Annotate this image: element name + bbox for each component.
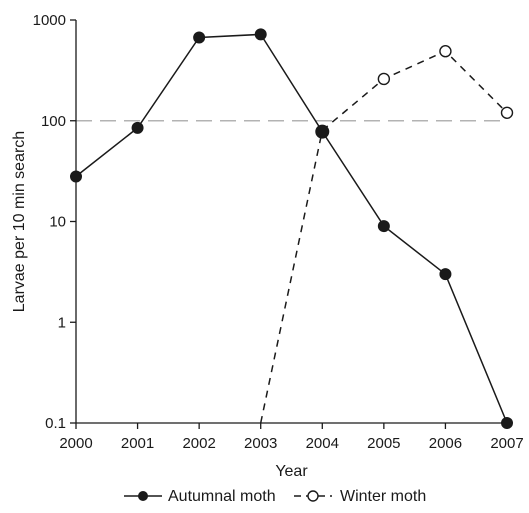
y-tick-label: 1 (58, 314, 66, 331)
data-point (377, 220, 390, 233)
data-point (439, 45, 452, 58)
legend-label: Winter moth (340, 488, 426, 505)
data-point (254, 28, 267, 41)
x-tick-label: 2005 (367, 435, 400, 452)
data-point (500, 106, 514, 119)
y-axis-title: Larvae per 10 min search (11, 131, 28, 312)
data-point (439, 268, 452, 281)
data-point (70, 170, 82, 183)
x-tick-label: 2007 (490, 435, 523, 452)
series-line-2 (259, 50, 508, 424)
data-point (131, 121, 144, 134)
x-tick-label: 2003 (244, 435, 277, 452)
x-tick-label: 2001 (121, 435, 154, 452)
y-axis: 0.1 1 10 100 1000 (33, 12, 77, 432)
x-tick-label: 2006 (429, 435, 462, 452)
x-tick-label: 2000 (59, 435, 92, 452)
x-tick-label: 2004 (306, 435, 339, 452)
series-points (70, 28, 514, 429)
legend-swatch-marker (138, 491, 148, 501)
y-tick-label: 0.1 (45, 415, 66, 432)
legend-label: Autumnal moth (168, 488, 276, 505)
x-tick-label: 2002 (182, 435, 215, 452)
legend-swatch-marker (307, 490, 319, 502)
series-line-1 (75, 33, 508, 424)
series-lines (75, 33, 508, 424)
x-axis-title: Year (275, 463, 308, 480)
y-tick-label: 100 (41, 113, 66, 130)
data-point (377, 72, 391, 86)
data-point (501, 417, 513, 429)
y-tick-label: 10 (49, 214, 66, 231)
data-point (315, 124, 330, 139)
y-tick-label: 1000 (33, 12, 66, 29)
data-point (193, 31, 206, 44)
legend: Autumnal moth Winter moth (124, 488, 426, 505)
x-axis: 2000 2001 2002 2003 2004 2005 2006 2007 (59, 422, 524, 452)
